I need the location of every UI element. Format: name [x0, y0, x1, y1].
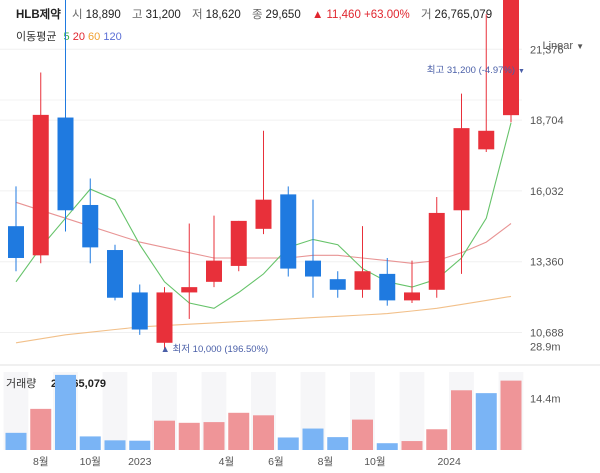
scale-selector[interactable]: Linear ▼ — [543, 40, 585, 52]
price-axis-label: 13,360 — [530, 257, 564, 269]
x-axis-label: 2023 — [128, 456, 152, 468]
volume-axis-label: 14.4m — [530, 394, 561, 406]
volume-bar — [451, 390, 472, 450]
candle-body — [8, 226, 24, 258]
high-label: 고 — [131, 9, 143, 21]
ma-120-label: 120 — [103, 31, 122, 43]
ma5-line — [15, 122, 512, 309]
high-annotation-marker: ▼ — [518, 68, 525, 75]
volume-band — [399, 372, 425, 450]
price-axis-label: 10,688 — [530, 328, 564, 340]
volume-bar — [55, 374, 76, 450]
chevron-down-icon: ▼ — [576, 42, 584, 51]
candle-body — [255, 199, 272, 229]
candle-body — [354, 271, 371, 290]
scale-selector-label: Linear — [542, 40, 574, 52]
volume-bar — [228, 412, 250, 450]
volume-bar — [30, 408, 52, 450]
candle-body — [379, 273, 396, 301]
x-axis-label: 4월 — [219, 456, 235, 468]
volume-bar — [277, 437, 299, 450]
price-header: HLB제약 시 18,890 고 31,200 저 18,620 종 29,650 ▲ … — [16, 6, 500, 22]
candle-body — [206, 260, 222, 282]
open-label: 시 — [72, 9, 83, 21]
x-axis-label: 8월 — [318, 456, 334, 468]
ma-5-label: 5 — [63, 31, 70, 43]
candle-body — [107, 250, 123, 298]
volume-label: 거 — [420, 9, 432, 21]
volume-axis-label: 28.9m — [530, 342, 561, 354]
moving-average-legend[interactable]: 이동평균 5 20 60 120 — [16, 28, 122, 44]
x-axis-label: 10월 — [80, 456, 101, 468]
ma120-line — [15, 295, 512, 344]
volume-bar — [5, 432, 27, 450]
volume-bar — [327, 437, 349, 450]
volume-bar — [129, 440, 151, 450]
volume-bar — [352, 419, 373, 450]
ma-20-label: 20 — [72, 31, 85, 43]
stock-name: HLB제약 — [16, 9, 61, 21]
x-axis-label: 6월 — [268, 456, 284, 468]
open-value: 18,890 — [85, 9, 121, 21]
candle-body — [57, 117, 74, 211]
candle-body — [230, 220, 247, 266]
candle-body — [82, 204, 99, 248]
low-value: 18,620 — [205, 9, 241, 21]
price-axis-label: 21,376 — [530, 44, 564, 56]
ma-60-label: 60 — [88, 31, 101, 43]
volume-bar — [253, 415, 274, 450]
candle-body — [329, 279, 346, 290]
candle-body — [131, 292, 148, 330]
volume-bar — [475, 393, 497, 450]
volume-band — [102, 372, 128, 450]
x-axis-label: 10월 — [364, 456, 385, 468]
volume-bar — [154, 420, 175, 450]
candle-body — [453, 128, 470, 211]
volume-bar — [79, 436, 101, 450]
candle-body — [32, 114, 49, 256]
volume-value: 26,765,079 — [434, 9, 493, 21]
x-axis-label: 8월 — [33, 456, 49, 468]
price-axis-label: 16,032 — [530, 186, 564, 198]
volume-title: 거래량 — [6, 377, 36, 390]
volume-bar — [401, 441, 423, 450]
candle-body — [404, 292, 420, 301]
volume-bar — [426, 429, 448, 450]
candle-body — [478, 130, 495, 150]
ma20-line — [15, 201, 512, 264]
volume-bar — [302, 428, 324, 450]
close-value: 29,650 — [265, 9, 301, 21]
low-annotation: ▲ 최저 10,000 (196.50%) — [161, 344, 269, 355]
volume-bar — [104, 440, 126, 450]
x-axis-label: 2024 — [437, 456, 461, 468]
candle-body — [280, 194, 297, 269]
low-label: 저 — [191, 9, 203, 21]
candle-body — [428, 212, 445, 290]
close-label: 종 — [251, 9, 263, 21]
candle-body — [305, 260, 321, 277]
candle-body — [503, 0, 519, 116]
high-annotation: 최고 31,200 (-4.97%) — [427, 65, 515, 76]
change-value: ▲ 11,460 +63.00% — [311, 9, 410, 21]
volume-bar — [500, 380, 522, 450]
price-axis-label: 18,704 — [530, 115, 564, 127]
candle-body — [181, 287, 198, 293]
high-value: 31,200 — [145, 9, 181, 21]
candle-body — [156, 292, 173, 343]
volume-bar — [203, 422, 225, 450]
moving-average-title: 이동평균 — [16, 31, 57, 43]
volume-bar — [178, 422, 200, 450]
volume-bar — [376, 443, 398, 450]
